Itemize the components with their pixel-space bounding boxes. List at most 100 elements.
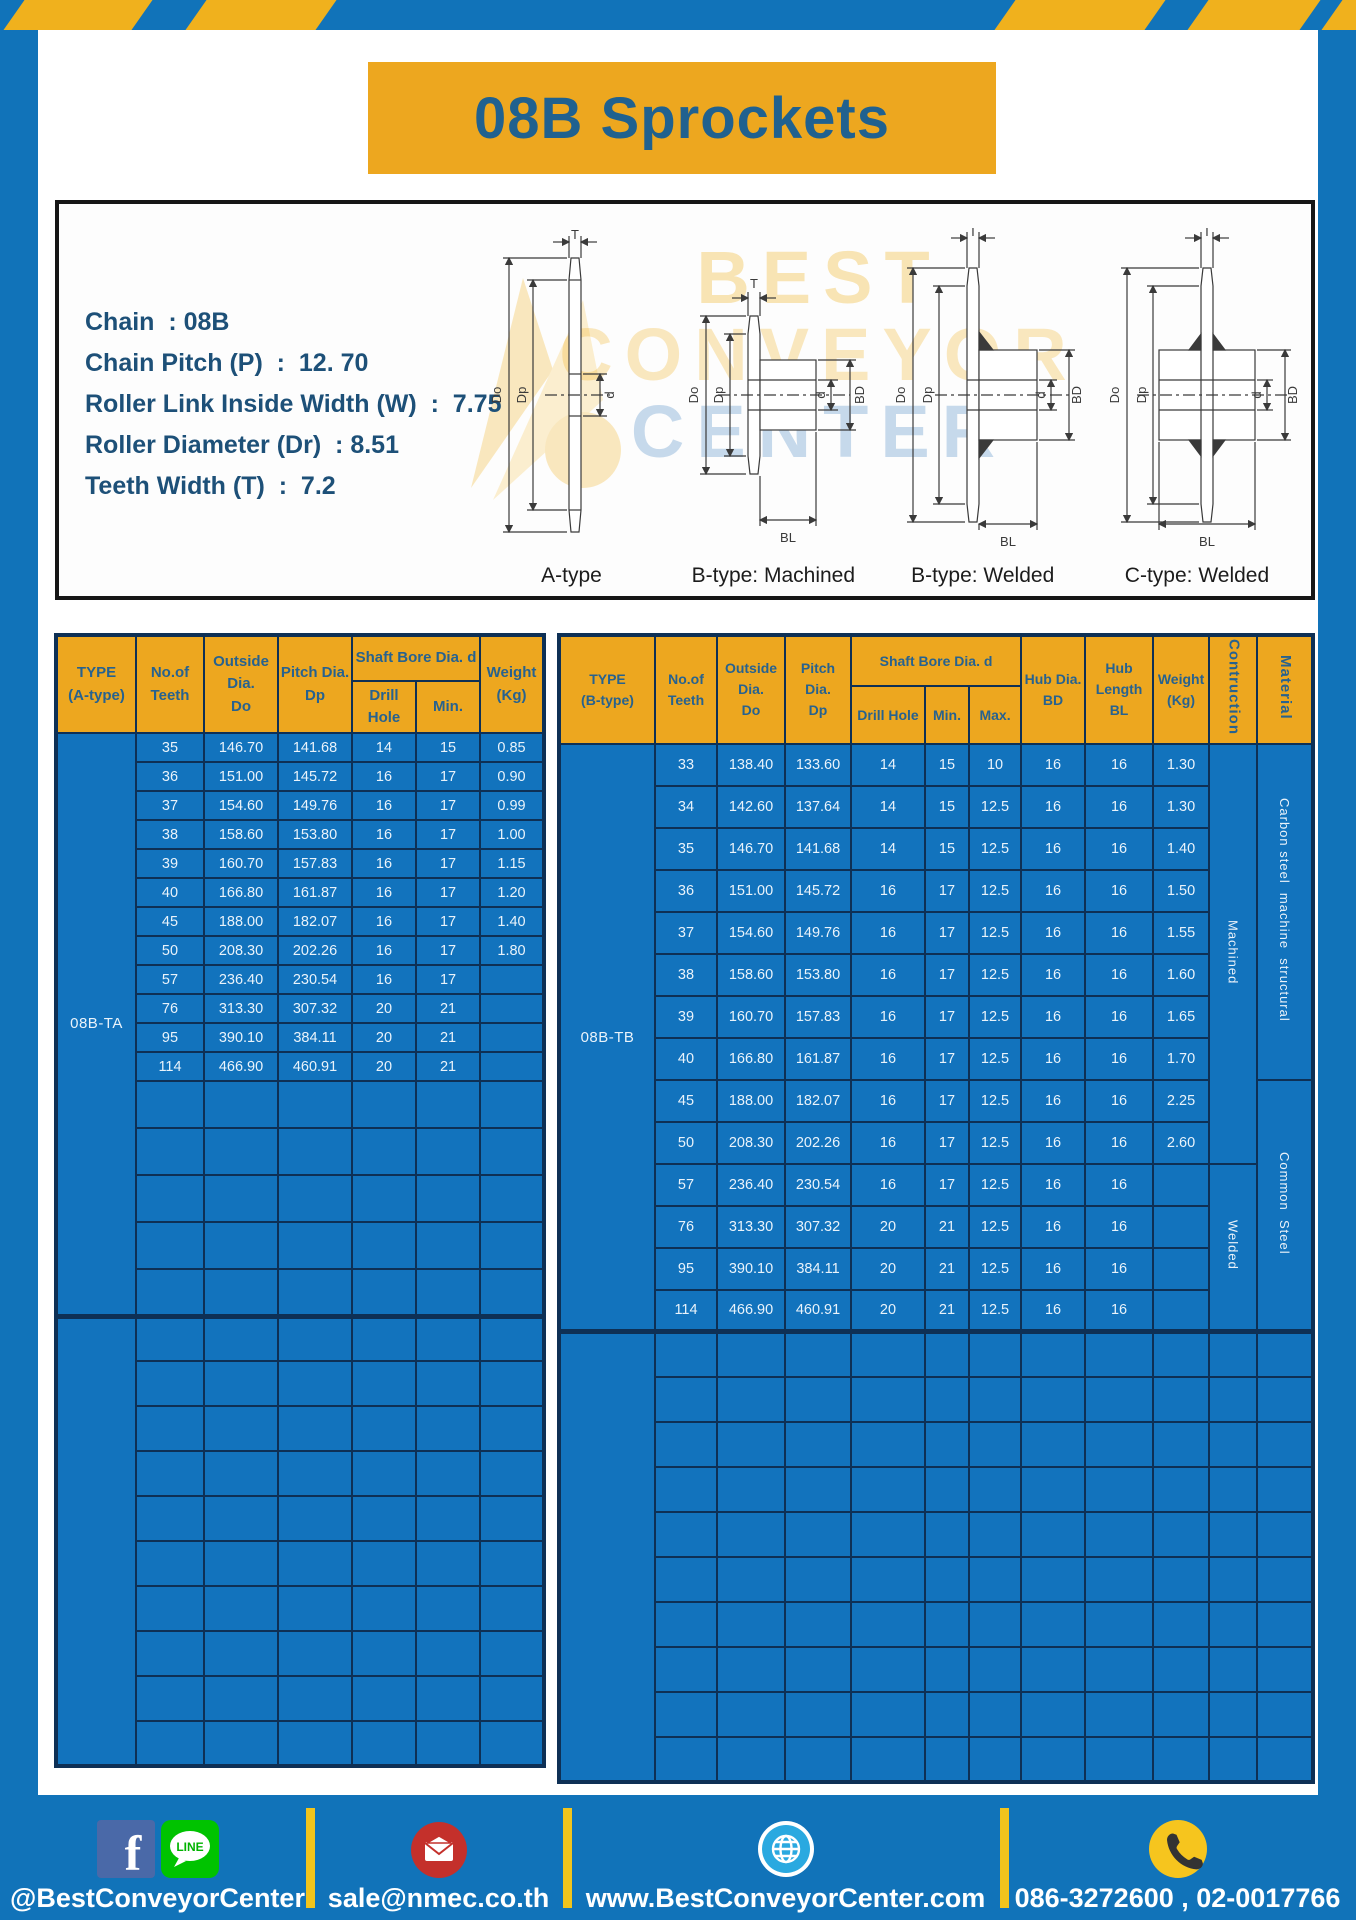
email-group[interactable]: sale@nmec.co.th xyxy=(315,1802,563,1914)
table-cell xyxy=(1152,1246,1211,1291)
table-cell xyxy=(1020,1645,1087,1693)
table-cell xyxy=(850,1510,926,1558)
table-cell xyxy=(924,1555,970,1603)
table-cell xyxy=(1020,1420,1087,1468)
table-cell xyxy=(967,1375,1023,1423)
table-cell xyxy=(1152,1600,1211,1648)
table-cell xyxy=(1208,1735,1259,1783)
table-cell xyxy=(716,1690,786,1738)
header-max: Max. xyxy=(967,685,1023,745)
table-cell xyxy=(351,1540,417,1587)
table-cell xyxy=(479,1022,546,1053)
table-cell: 16 xyxy=(351,819,417,850)
table-cell: 95 xyxy=(135,1022,205,1053)
table-cell xyxy=(1256,1600,1315,1648)
table-cell xyxy=(203,1675,279,1722)
table-cell: 182.07 xyxy=(784,1078,852,1123)
table-cell: 236.40 xyxy=(203,964,279,995)
b-type-welded-drawing-icon: T Do Dp d BD BL xyxy=(893,228,1083,549)
table-cell: 21 xyxy=(414,993,482,1024)
table-cell: 50 xyxy=(135,935,205,966)
dim-bd-label: BD xyxy=(1069,386,1083,404)
table-cell: 158.60 xyxy=(716,952,786,997)
email-icon[interactable] xyxy=(410,1821,467,1878)
table-cell: 208.30 xyxy=(203,935,279,966)
spec-line: Teeth Width (T) : 7.2 xyxy=(85,472,336,500)
table-cell xyxy=(716,1735,786,1783)
decorative-stripe xyxy=(1183,0,1325,30)
table-cell xyxy=(414,1405,482,1452)
line-icon[interactable]: LINE xyxy=(160,1819,219,1878)
table-cell xyxy=(1152,1645,1211,1693)
table-cell: 16 xyxy=(1020,1120,1087,1165)
table-cell: 45 xyxy=(654,1078,718,1123)
table-cell: 21 xyxy=(924,1246,970,1291)
table-cell xyxy=(414,1630,482,1677)
table-cell xyxy=(277,1268,353,1317)
table-cell xyxy=(1256,1375,1315,1423)
table-cell: 16 xyxy=(1020,742,1087,787)
table-cell: 153.80 xyxy=(277,819,353,850)
figure-b-type-machined: T Do Dp d BD BL B-type: Machined xyxy=(678,228,868,588)
phone-numbers[interactable]: 086-3272600 , 02-0017766 xyxy=(1014,1882,1341,1913)
table-cell xyxy=(203,1268,279,1317)
table-cell xyxy=(654,1690,718,1738)
table-cell xyxy=(716,1510,786,1558)
table-cell: 20 xyxy=(351,993,417,1024)
table-cell: 12.5 xyxy=(967,994,1023,1039)
construction-cell: Machined xyxy=(1208,742,1259,1165)
dim-d-label: d xyxy=(813,391,828,398)
table-cell xyxy=(1084,1420,1155,1468)
table-cell: 16 xyxy=(850,952,926,997)
page-content: 08B Sprockets BEST CONVEYOR CENTER Chain… xyxy=(38,30,1318,1795)
table-cell: 16 xyxy=(850,994,926,1039)
table-cell: 37 xyxy=(135,790,205,821)
table-cell: 146.70 xyxy=(716,826,786,871)
facebook-icon[interactable]: f xyxy=(96,1819,155,1878)
website-group[interactable]: www.BestConveyorCenter.com xyxy=(572,1802,1000,1914)
table-cell xyxy=(654,1375,718,1423)
table-cell: 17 xyxy=(414,848,482,879)
table-cell xyxy=(784,1465,852,1513)
table-cell: 16 xyxy=(351,906,417,937)
title-banner: 08B Sprockets xyxy=(368,62,996,174)
email-address[interactable]: sale@nmec.co.th xyxy=(327,1882,550,1913)
social-handle[interactable]: @BestConveyorCenter xyxy=(10,1882,305,1913)
globe-icon[interactable] xyxy=(757,1820,815,1878)
table-cell: 40 xyxy=(654,1036,718,1081)
table-cell xyxy=(1152,1510,1211,1558)
svg-text:f: f xyxy=(124,1825,142,1878)
table-cell: 1.20 xyxy=(479,877,546,908)
header-teeth: No.of Teeth xyxy=(654,634,718,745)
table-cell: 313.30 xyxy=(716,1204,786,1249)
table-cell: 36 xyxy=(654,868,718,913)
table-cell: 21 xyxy=(414,1022,482,1053)
dim-dp-label: Dp xyxy=(920,387,935,404)
table-cell: 151.00 xyxy=(203,761,279,792)
table-cell: 0.99 xyxy=(479,790,546,821)
table-cell xyxy=(351,1080,417,1129)
table-cell xyxy=(1020,1555,1087,1603)
table-cell: 1.70 xyxy=(1152,1036,1211,1081)
construction-cell-label: Welded xyxy=(1225,1220,1241,1271)
table-cell xyxy=(351,1585,417,1632)
table-cell xyxy=(967,1555,1023,1603)
table-cell: 50 xyxy=(654,1120,718,1165)
table-cell: 160.70 xyxy=(716,994,786,1039)
social-group[interactable]: f LINE @BestConveyorCenter xyxy=(10,1802,306,1914)
table-cell xyxy=(277,1495,353,1542)
table-cell xyxy=(654,1735,718,1783)
phone-group[interactable]: 086-3272600 , 02-0017766 xyxy=(1009,1802,1347,1914)
table-cell: 16 xyxy=(1020,1288,1087,1333)
website-url[interactable]: www.BestConveyorCenter.com xyxy=(585,1882,986,1913)
table-cell: 208.30 xyxy=(716,1120,786,1165)
table-cell xyxy=(850,1465,926,1513)
phone-icon[interactable] xyxy=(1148,1819,1207,1878)
table-a-body: 08B-TA 35 146.70 141.68 14 15 0.85 36 151.00 145.… xyxy=(55,732,546,1767)
type-cell: 08B-TA xyxy=(55,732,137,1317)
table-cell: 17 xyxy=(414,877,482,908)
table-cell: 202.26 xyxy=(277,935,353,966)
table-cell: 16 xyxy=(850,1120,926,1165)
table-cell xyxy=(479,1495,546,1542)
table-cell xyxy=(479,1675,546,1722)
